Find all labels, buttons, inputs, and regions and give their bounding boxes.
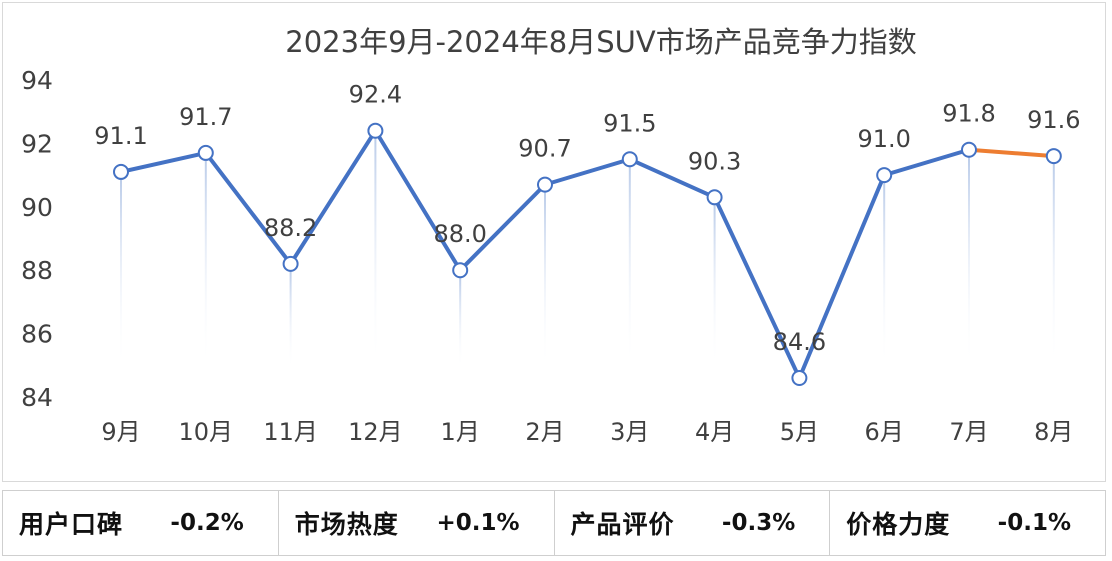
y-tick-label: 94 (21, 66, 53, 95)
x-tick-label: 4月 (695, 418, 734, 446)
x-tick-label: 1月 (441, 418, 480, 446)
drop-line (459, 277, 462, 370)
x-tick-label: 8月 (1034, 418, 1073, 446)
line-segment (203, 150, 293, 266)
line-segment (458, 182, 547, 273)
data-label: 88.0 (433, 220, 486, 248)
y-tick-label: 84 (21, 383, 53, 412)
line-segment (797, 173, 887, 380)
data-label: 90.7 (518, 135, 571, 163)
line-segment (288, 128, 378, 266)
metrics-bar: 用户口碑 -0.2% 市场热度 +0.1% 产品评价 -0.3% 价格力度 -0… (2, 490, 1106, 556)
data-point (1045, 148, 1062, 165)
x-tick-label: 11月 (263, 418, 318, 446)
metric-value: -0.1% (997, 510, 1071, 536)
drop-line (713, 204, 716, 370)
line-chart: 2023年9月-2024年8月SUV市场产品竞争力指数 84 86 88 90 92 94… (21, 25, 1080, 446)
drop-line (883, 182, 886, 370)
data-label: 84.6 (773, 328, 826, 356)
metric-value: -0.2% (170, 510, 244, 536)
data-point (876, 167, 893, 184)
line-segment (712, 195, 802, 380)
data-label: 91.1 (94, 122, 147, 150)
data-point (537, 176, 553, 193)
data-label: 91.0 (857, 125, 910, 153)
data-point (791, 369, 808, 386)
series-markers (113, 122, 1062, 386)
drop-line (544, 191, 546, 370)
line-segment (882, 147, 971, 178)
line-segment (967, 147, 1056, 159)
metric-value: -0.3% (721, 510, 796, 536)
data-label: 90.3 (688, 147, 741, 175)
data-label: 91.6 (1027, 106, 1080, 134)
line-segment (543, 157, 632, 187)
data-labels: 91.1 91.7 88.2 92.4 88.0 90.7 91.5 90.3 84.6 91.0… (94, 81, 1080, 356)
metric-price-strength: 价格力度 -0.1% (830, 491, 1105, 555)
drop-line (968, 156, 970, 370)
data-point (197, 144, 214, 161)
y-tick-label: 88 (21, 256, 53, 285)
metric-label: 产品评价 (570, 510, 675, 539)
metric-product-rating: 产品评价 -0.3% (555, 491, 831, 555)
drop-line (204, 159, 207, 370)
x-tick-label: 12月 (348, 418, 403, 446)
data-point (282, 255, 299, 272)
data-label: 91.5 (603, 109, 656, 137)
line-segment (119, 150, 208, 174)
data-label: 91.7 (179, 103, 232, 131)
x-tick-label: 3月 (610, 418, 649, 446)
data-point (113, 163, 129, 180)
data-point (961, 141, 977, 158)
x-tick-label: 5月 (780, 418, 819, 446)
x-tick-label: 9月 (101, 418, 140, 446)
data-point (621, 151, 638, 168)
metric-label: 市场热度 (294, 510, 399, 539)
line-segment (627, 157, 717, 200)
line-segment (373, 128, 463, 273)
drop-lines (120, 137, 1055, 370)
metric-label: 价格力度 (846, 510, 951, 539)
x-tick-label: 10月 (179, 418, 234, 446)
data-point (706, 189, 723, 206)
data-point (452, 262, 469, 279)
y-tick-label: 90 (21, 193, 53, 222)
series-line (119, 128, 1056, 380)
x-axis-ticks: 9月 10月 11月 12月 1月 2月 3月 4月 5月 6月 7月 8月 (101, 418, 1073, 446)
data-label: 88.2 (264, 214, 317, 242)
x-tick-label: 7月 (949, 418, 988, 446)
drop-line (374, 137, 377, 370)
data-point (367, 122, 384, 139)
chart-title: 2023年9月-2024年8月SUV市场产品竞争力指数 (285, 25, 916, 59)
drop-line (628, 166, 631, 370)
y-axis-ticks: 84 86 88 90 92 94 (21, 66, 53, 412)
data-label: 92.4 (349, 81, 402, 109)
drop-line (120, 178, 122, 370)
metric-market-heat: 市场热度 +0.1% (279, 491, 555, 555)
data-label: 91.8 (942, 100, 995, 128)
metric-label: 用户口碑 (19, 510, 124, 539)
metric-user-reputation: 用户口碑 -0.2% (3, 491, 279, 555)
drop-line (289, 270, 292, 370)
x-tick-label: 6月 (865, 418, 904, 446)
x-tick-label: 2月 (525, 418, 564, 446)
y-tick-label: 92 (21, 129, 53, 158)
drop-line (1052, 163, 1055, 370)
chart-frame: 2023年9月-2024年8月SUV市场产品竞争力指数 84 86 88 90 92 94… (2, 2, 1106, 482)
y-tick-label: 86 (21, 320, 53, 349)
metric-value: +0.1% (436, 510, 520, 536)
